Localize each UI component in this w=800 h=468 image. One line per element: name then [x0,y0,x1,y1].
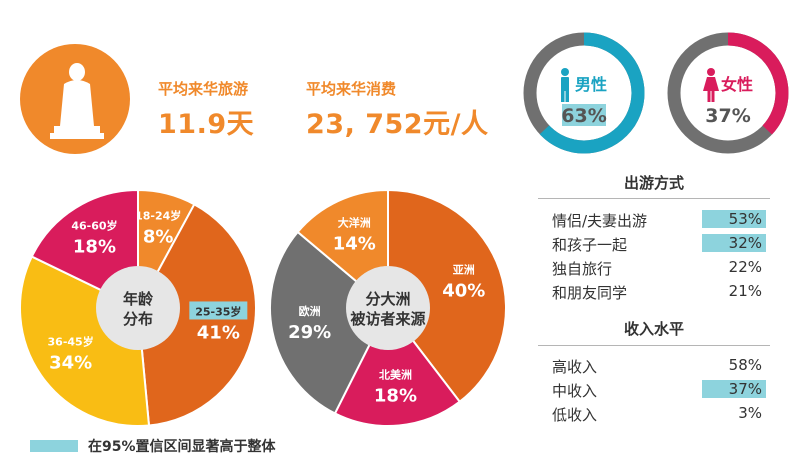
table-row: 高收入 58% [552,353,766,377]
slice-label-2: 36-45岁 [48,335,94,349]
travel-mode-divider [538,198,770,199]
slice-label-2: 欧洲 [299,304,321,318]
legend-text: 在95%置信区间显著高于整体 [88,439,276,455]
male-value: 63% [561,105,606,127]
avg-days-value: 11.9天 [158,109,255,140]
slice-label-3: 大洋洲 [338,215,371,229]
donut-center [96,266,180,350]
travel-mode-title: 出游方式 [623,174,684,192]
label-highlight-1 [189,301,248,320]
male-icon [561,68,569,102]
slice-1 [333,306,462,427]
row-value: 53% [702,210,766,228]
slice-label-1: 北美洲 [379,368,412,382]
row-value: 21% [728,282,762,300]
male-label: 男性 [575,75,607,94]
row-value: 58% [728,356,762,374]
slice-0 [387,188,507,404]
slice-2 [269,230,390,415]
male-value-highlight [562,104,606,126]
legend-swatch [30,440,78,452]
table-row: 中收入 37% [552,377,766,401]
slice-value-1: 41% [197,322,240,343]
row-value: 32% [702,234,766,252]
donut-center [346,266,430,350]
slice-label-1: 25-35岁 [195,304,241,318]
slice-value-0: 40% [442,280,485,301]
row-label: 中收入 [552,382,598,400]
slice-value-2: 34% [49,353,92,374]
row-label: 和孩子一起 [552,236,628,254]
slice-value-0: 8% [143,227,174,248]
slice-value-3: 14% [333,233,376,254]
table-row: 和朋友同学 21% [552,279,766,303]
gender-chart: 男性 63% 女性 37% [523,32,789,154]
table-row: 情侣/夫妻出游 53% [552,207,766,231]
slice-label-0: 亚洲 [453,263,475,276]
income-divider [538,345,770,346]
table-row: 和孩子一起 32% [552,231,766,255]
avg-days-label: 平均来华旅游 [158,80,249,98]
slice-value-3: 18% [73,237,116,258]
avg-spend-value: 23, 752元/人 [306,109,489,140]
row-value: 3% [738,404,762,422]
slice-label-0: 18-24岁 [135,209,181,223]
slice-value-1: 18% [374,386,417,407]
center-label-0: 年龄 [123,290,154,308]
male-donut [523,32,645,154]
female-value: 37% [705,105,750,127]
table-row: 低收入 3% [552,401,766,425]
statue-icon [20,44,130,154]
center-label-0: 分大洲 [365,290,410,308]
slice-value-2: 29% [288,322,331,343]
income-title: 收入水平 [623,320,684,338]
row-label: 和朋友同学 [552,284,628,302]
ring-fill [523,32,645,154]
female-label: 女性 [721,75,753,94]
row-label: 情侣/夫妻出游 [552,212,648,230]
ring-fill [667,32,789,154]
female-donut [667,32,789,154]
row-value: 37% [702,380,766,398]
row-value: 22% [728,258,762,276]
center-label-1: 被访者来源 [350,310,425,328]
slice-label-3: 46-60岁 [71,219,117,233]
table-row: 独自旅行 22% [552,255,766,279]
center-label-1: 分布 [123,310,153,328]
avatar [20,44,130,154]
row-label: 独自旅行 [552,260,613,278]
avg-spend-label: 平均来华消费 [306,80,397,98]
row-label: 低收入 [552,406,598,424]
row-label: 高收入 [552,358,598,376]
female-icon [703,68,719,102]
